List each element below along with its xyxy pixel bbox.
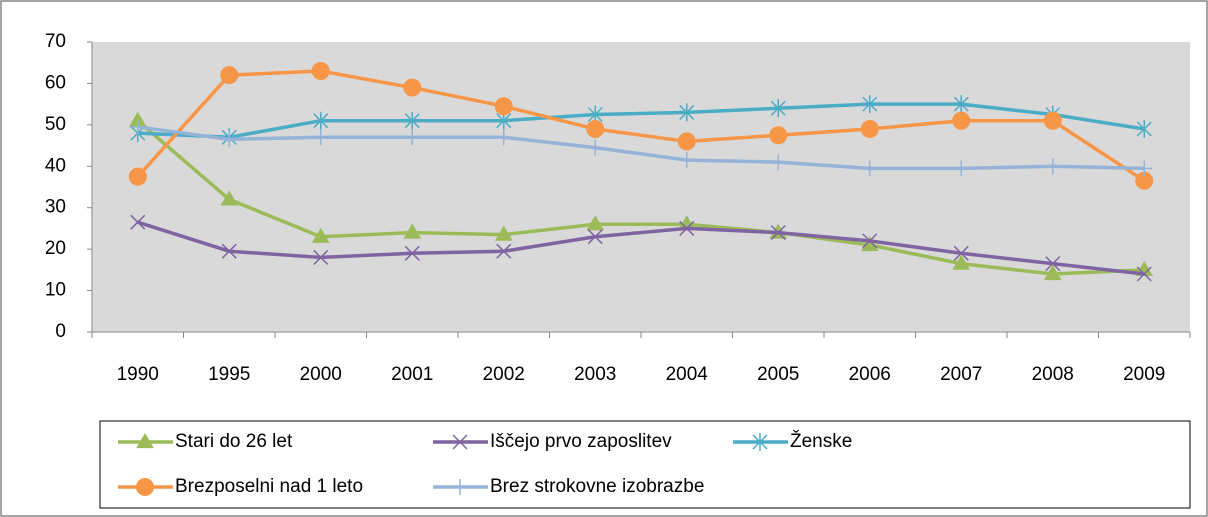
marker — [311, 227, 330, 243]
marker — [770, 99, 786, 118]
marker — [862, 95, 878, 114]
marker — [1136, 160, 1153, 177]
marker — [952, 111, 971, 130]
marker — [403, 223, 422, 239]
marker — [953, 245, 969, 261]
marker — [1044, 158, 1061, 175]
marker — [677, 132, 696, 151]
marker — [313, 111, 329, 130]
marker — [404, 245, 420, 261]
marker — [130, 214, 146, 230]
marker — [678, 152, 695, 169]
marker — [586, 215, 605, 231]
marker — [220, 190, 239, 206]
y-tick-label: 50 — [45, 114, 66, 135]
series-line — [137, 220, 1145, 276]
marker — [220, 66, 239, 85]
y-tick-label: 10 — [45, 280, 66, 301]
marker — [769, 126, 788, 145]
x-tick-label: 2007 — [940, 364, 982, 385]
x-tick-label: 2008 — [1032, 364, 1074, 385]
marker — [587, 139, 604, 156]
y-tick-label: 60 — [45, 72, 66, 93]
legend-marker — [752, 433, 768, 451]
x-tick-label: 2003 — [574, 364, 616, 385]
marker — [587, 229, 603, 245]
x-tick-label: 2009 — [1123, 364, 1165, 385]
marker — [496, 243, 512, 259]
marker — [129, 118, 146, 135]
legend-label: Iščejo prvo zaposlitev — [490, 431, 672, 452]
marker — [403, 78, 422, 97]
marker — [404, 111, 420, 130]
marker — [404, 129, 421, 146]
series-line — [137, 125, 1145, 171]
marker — [494, 225, 513, 241]
x-tick-label: 2001 — [391, 364, 433, 385]
y-tick-label: 0 — [55, 321, 66, 342]
legend-label: Stari do 26 let — [175, 431, 293, 452]
series-line — [137, 102, 1145, 140]
marker — [770, 225, 786, 241]
marker — [1136, 266, 1152, 282]
marker — [679, 220, 695, 236]
plot-area — [92, 42, 1190, 332]
legend-marker — [452, 434, 468, 450]
marker — [221, 243, 237, 259]
marker — [1043, 111, 1062, 130]
marker — [1045, 256, 1061, 272]
legend-box — [99, 420, 1191, 509]
marker — [312, 129, 329, 146]
y-tick-label: 20 — [45, 238, 66, 259]
x-tick-label: 2002 — [483, 364, 525, 385]
legend-marker — [136, 478, 154, 496]
x-tick-label: 2006 — [849, 364, 891, 385]
marker — [770, 154, 787, 171]
marker — [952, 254, 971, 270]
marker — [679, 103, 695, 122]
marker — [128, 167, 147, 186]
legend-label: Ženske — [790, 430, 852, 452]
y-tick-label: 30 — [45, 197, 66, 218]
marker — [860, 120, 879, 138]
y-tick-label: 70 — [45, 31, 66, 52]
x-tick-label: 1990 — [117, 364, 159, 385]
series-line — [136, 69, 1146, 183]
marker — [221, 131, 238, 148]
legend-marker — [452, 479, 468, 495]
x-tick-label: 2004 — [666, 364, 709, 385]
x-tick-label: 1995 — [208, 364, 250, 385]
marker — [495, 129, 512, 146]
marker — [494, 97, 513, 116]
marker — [311, 62, 330, 80]
marker — [861, 160, 878, 177]
marker — [1136, 120, 1152, 138]
legend-label: Brez strokovne izobrazbe — [490, 476, 704, 497]
marker — [953, 95, 969, 114]
marker — [953, 160, 970, 177]
x-tick-label: 2000 — [300, 364, 342, 385]
x-tick-label: 2005 — [757, 364, 799, 385]
marker — [586, 120, 605, 138]
legend-label: Brezposelni nad 1 leto — [175, 476, 363, 497]
marker — [862, 233, 878, 249]
series-line — [136, 119, 1145, 276]
marker — [313, 249, 329, 265]
marker — [1043, 265, 1062, 281]
y-tick-label: 40 — [45, 155, 66, 176]
legend-marker — [136, 433, 154, 449]
